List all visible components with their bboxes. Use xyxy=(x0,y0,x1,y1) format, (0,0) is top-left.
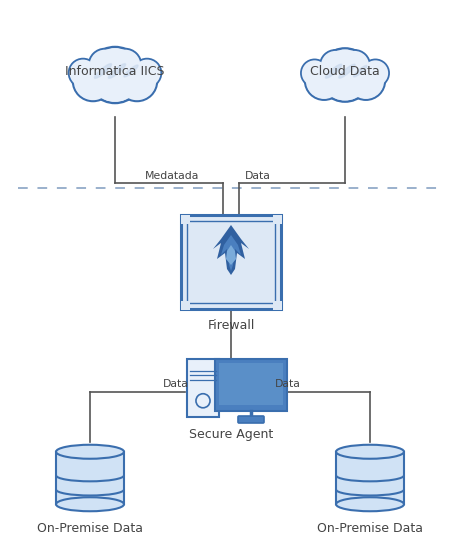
Circle shape xyxy=(73,61,113,101)
Bar xyxy=(56,451,124,504)
Ellipse shape xyxy=(57,445,123,459)
Circle shape xyxy=(321,51,350,80)
Bar xyxy=(181,215,189,224)
Bar xyxy=(219,363,283,405)
Bar xyxy=(273,300,282,310)
Circle shape xyxy=(89,49,121,81)
Text: Medatada: Medatada xyxy=(145,171,200,181)
Ellipse shape xyxy=(336,497,404,512)
Ellipse shape xyxy=(94,64,112,78)
Circle shape xyxy=(306,62,342,99)
Text: Data: Data xyxy=(275,379,301,389)
Circle shape xyxy=(87,47,143,103)
FancyBboxPatch shape xyxy=(238,416,264,423)
Circle shape xyxy=(363,61,388,86)
Ellipse shape xyxy=(337,445,403,459)
Circle shape xyxy=(117,61,157,101)
Circle shape xyxy=(74,62,112,100)
Circle shape xyxy=(196,394,210,408)
Circle shape xyxy=(348,62,384,99)
Bar xyxy=(336,451,404,504)
Ellipse shape xyxy=(339,64,355,78)
Circle shape xyxy=(339,50,369,81)
Circle shape xyxy=(90,49,120,81)
Text: Data: Data xyxy=(245,171,271,181)
Bar xyxy=(215,359,287,411)
Ellipse shape xyxy=(354,66,367,77)
Circle shape xyxy=(69,59,96,86)
Ellipse shape xyxy=(108,64,125,78)
Ellipse shape xyxy=(56,497,124,512)
Polygon shape xyxy=(226,245,236,265)
Circle shape xyxy=(88,48,142,102)
Ellipse shape xyxy=(336,445,404,459)
Ellipse shape xyxy=(124,65,138,77)
Text: On-Premise Data: On-Premise Data xyxy=(317,522,423,535)
Bar xyxy=(187,359,219,417)
Circle shape xyxy=(320,50,350,81)
Circle shape xyxy=(109,49,141,81)
Circle shape xyxy=(305,62,343,100)
Ellipse shape xyxy=(325,64,342,78)
Text: Cloud Data: Cloud Data xyxy=(310,64,380,77)
Circle shape xyxy=(302,61,327,86)
Bar xyxy=(181,300,189,310)
Text: Data: Data xyxy=(163,379,189,389)
Circle shape xyxy=(133,59,161,86)
Polygon shape xyxy=(213,225,249,275)
Bar xyxy=(187,221,275,303)
Circle shape xyxy=(301,60,328,86)
Bar xyxy=(181,215,281,309)
Text: Informatica IICS: Informatica IICS xyxy=(65,64,165,77)
Circle shape xyxy=(319,49,370,101)
Text: Firewall: Firewall xyxy=(207,319,255,332)
Circle shape xyxy=(362,60,389,86)
Circle shape xyxy=(69,59,97,87)
Text: On-Premise Data: On-Premise Data xyxy=(37,522,143,535)
Polygon shape xyxy=(221,235,241,271)
Circle shape xyxy=(340,51,369,80)
Circle shape xyxy=(319,48,372,102)
Bar xyxy=(273,215,282,224)
Circle shape xyxy=(347,62,385,100)
Text: Secure Agent: Secure Agent xyxy=(189,428,273,441)
Circle shape xyxy=(133,59,161,87)
Circle shape xyxy=(118,62,156,100)
Circle shape xyxy=(110,49,140,81)
Ellipse shape xyxy=(56,445,124,459)
